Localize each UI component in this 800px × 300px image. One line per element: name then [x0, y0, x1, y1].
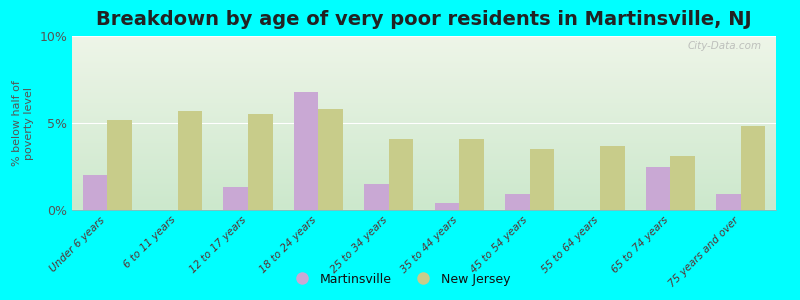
- Bar: [646, 167, 670, 210]
- Bar: [600, 146, 625, 210]
- Bar: [505, 194, 530, 210]
- Bar: [294, 92, 318, 210]
- Bar: [364, 184, 389, 210]
- Title: Breakdown by age of very poor residents in Martinsville, NJ: Breakdown by age of very poor residents …: [96, 10, 752, 29]
- Bar: [389, 139, 414, 210]
- Text: City-Data.com: City-Data.com: [688, 41, 762, 51]
- Bar: [670, 156, 695, 210]
- Bar: [318, 109, 343, 210]
- Bar: [741, 127, 766, 210]
- Bar: [248, 114, 273, 210]
- Bar: [178, 111, 202, 210]
- Legend: Martinsville, New Jersey: Martinsville, New Jersey: [285, 268, 515, 291]
- Bar: [107, 119, 132, 210]
- Y-axis label: % below half of
poverty level: % below half of poverty level: [12, 80, 34, 166]
- Bar: [82, 175, 107, 210]
- Bar: [434, 203, 459, 210]
- Bar: [716, 194, 741, 210]
- Bar: [223, 188, 248, 210]
- Bar: [459, 139, 484, 210]
- Bar: [530, 149, 554, 210]
